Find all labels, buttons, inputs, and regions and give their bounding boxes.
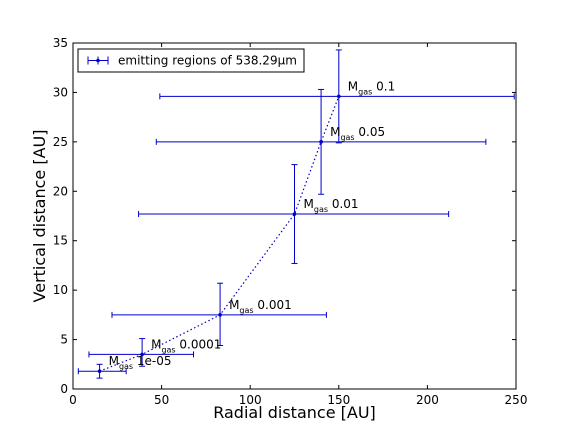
y-tick-label-0: 0 bbox=[60, 382, 68, 396]
annotation-4: Mgas 0.05 bbox=[330, 125, 385, 142]
annotation-1: Mgas 0.0001 bbox=[151, 337, 221, 354]
y-axis-label: Vertical distance [AU] bbox=[30, 130, 49, 303]
data-point-4 bbox=[319, 140, 323, 144]
plot-frame bbox=[72, 42, 517, 390]
y-tick-label-20: 20 bbox=[53, 184, 68, 198]
y-tick-label-15: 15 bbox=[53, 234, 68, 248]
legend: emitting regions of 538.29μm bbox=[77, 48, 305, 73]
data-point-0 bbox=[97, 369, 102, 374]
x-tick-label-250: 250 bbox=[505, 393, 528, 407]
y-tick-label-35: 35 bbox=[53, 36, 68, 50]
ticks-layer: 0 50 100 150 200 250 0 5 10 15 20 25 30 35 bbox=[53, 36, 528, 407]
annotation-0: Mgas 1e-05 bbox=[109, 354, 172, 371]
x-axis-label: Radial distance [AU] bbox=[213, 403, 376, 422]
legend-box bbox=[77, 48, 305, 73]
x-tick-label-200: 200 bbox=[416, 393, 439, 407]
data-point-2 bbox=[218, 313, 222, 317]
y-tick-label-25: 25 bbox=[53, 135, 68, 149]
annotation-5: Mgas 0.1 bbox=[348, 79, 395, 96]
x-tick-label-100: 100 bbox=[239, 393, 262, 407]
annotation-2: Mgas 0.001 bbox=[229, 298, 292, 315]
annotation-3: Mgas 0.01 bbox=[304, 197, 359, 214]
data-point-5 bbox=[337, 94, 341, 99]
data-point-1 bbox=[140, 352, 144, 357]
x-tick-label-0: 0 bbox=[69, 393, 77, 407]
legend-label: emitting regions of 538.29μm bbox=[118, 54, 297, 68]
y-tick-label-30: 30 bbox=[53, 85, 68, 99]
x-tick-label-50: 50 bbox=[154, 393, 169, 407]
y-tick-label-5: 5 bbox=[60, 333, 68, 347]
series-line-0 bbox=[99, 96, 340, 372]
y-tick-label-10: 10 bbox=[53, 283, 68, 297]
data-point-3 bbox=[292, 212, 297, 216]
legend-marker bbox=[96, 58, 100, 63]
x-tick-label-150: 150 bbox=[327, 393, 350, 407]
data-layer bbox=[77, 49, 515, 379]
